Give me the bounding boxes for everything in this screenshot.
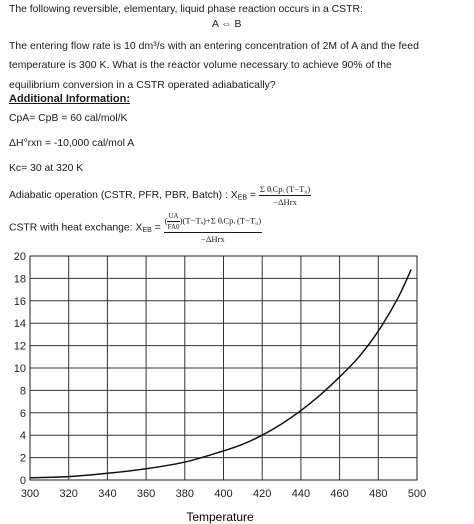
x-tick-labels: 300 320 340 360 380 400 420 440 460 480 500: [21, 488, 426, 500]
x-tick-460: 460: [330, 488, 348, 500]
y-tick-6: 6: [20, 408, 26, 420]
equilibrium-constant-line: Kc= 30 at 320 K: [9, 163, 84, 174]
problem-intro: The following reversible, elementary, li…: [9, 4, 363, 15]
y-tick-0: 0: [20, 475, 26, 487]
product-label: B: [234, 19, 242, 30]
y-tick-10: 10: [14, 363, 26, 375]
y-tick-8: 8: [20, 385, 26, 397]
heat-exchange-label: CSTR with heat exchange: X: [9, 222, 143, 234]
plot-area-border: [29, 255, 418, 481]
ua-numerator: UA: [167, 212, 180, 222]
heat-exchange-denominator: −ΔHrx: [200, 234, 225, 244]
problem-line-3: equilibrium conversion in a CSTR operate…: [9, 79, 276, 91]
heat-exchange-equation: CSTR with heat exchange: XEB = ( UA FA0 …: [9, 212, 263, 244]
fa0-denominator: FA0: [167, 223, 180, 231]
x-tick-400: 400: [214, 488, 232, 500]
reactant-label: A: [212, 19, 219, 30]
y-tick-14: 14: [14, 318, 26, 330]
heat-exchange-numerator: ( UA FA0 )(T−Tₐ)+Σ θᵢCpᵢ (T−T₀): [163, 212, 263, 233]
series-line-0: [29, 269, 412, 479]
y-tick-20: 20: [14, 251, 26, 263]
adiabatic-numerator: Σ θᵢCpᵢ (T−T₀): [258, 184, 312, 196]
reaction-equation: A ⇔ B: [212, 18, 241, 31]
conversion-temperature-chart: 0 2 4 6 8 10 12 14 16 18 20 300 320 340 360 380 400 420 4…: [14, 251, 426, 524]
chart-grid: [29, 255, 418, 481]
x-tick-300: 300: [21, 488, 39, 500]
adiabatic-fraction: Σ θᵢCpᵢ (T−T₀) −ΔHrx: [258, 184, 312, 207]
problem-line-1: The entering flow rate is 10 dm³/s with …: [9, 41, 419, 52]
y-tick-2: 2: [20, 453, 26, 465]
x-tick-380: 380: [176, 488, 194, 500]
heat-of-reaction-line: ΔH°rxn = -10,000 cal/mol A: [9, 138, 135, 149]
y-tick-12: 12: [14, 341, 26, 353]
heat-exchange-fraction: ( UA FA0 )(T−Tₐ)+Σ θᵢCpᵢ (T−T₀) −ΔHrx: [163, 212, 263, 244]
x-tick-360: 360: [137, 488, 155, 500]
x-tick-320: 320: [60, 488, 78, 500]
x-tick-440: 440: [292, 488, 310, 500]
additional-info-heading: Additional Information:: [9, 93, 130, 105]
x-tick-480: 480: [369, 488, 387, 500]
x-tick-420: 420: [253, 488, 271, 500]
heat-exchange-label-sub: EB: [142, 226, 152, 234]
adiabatic-equation: Adiabatic operation (CSTR, PFR, PBR, Bat…: [9, 184, 312, 207]
x-axis-title: Temperature: [186, 510, 254, 524]
y-tick-4: 4: [20, 430, 26, 442]
y-tick-16: 16: [14, 296, 26, 308]
x-tick-340: 340: [98, 488, 116, 500]
problem-statement: The entering flow rate is 10 dm³/s with …: [9, 37, 467, 95]
equilibrium-arrow-icon: ⇔: [221, 19, 232, 30]
adiabatic-label: Adiabatic operation (CSTR, PFR, PBR, Bat…: [9, 190, 238, 201]
series-group: [29, 269, 412, 479]
y-tick-18: 18: [14, 273, 26, 285]
y-tick-labels: 0 2 4 6 8 10 12 14 16 18 20: [14, 251, 26, 487]
heat-exchange-numerator-rest: (T−Tₐ)+Σ θᵢCpᵢ (T−T₀): [182, 215, 262, 226]
adiabatic-denominator: −ΔHrx: [273, 197, 297, 207]
ua-over-fa0-fraction: UA FA0: [167, 212, 180, 231]
heat-capacity-line: CpA= CpB = 60 cal/mol/K: [9, 113, 128, 124]
x-tick-500: 500: [408, 488, 426, 500]
adiabatic-label-sub: EB: [237, 194, 248, 202]
problem-line-2: temperature is 300 K. What is the reacto…: [9, 60, 392, 72]
